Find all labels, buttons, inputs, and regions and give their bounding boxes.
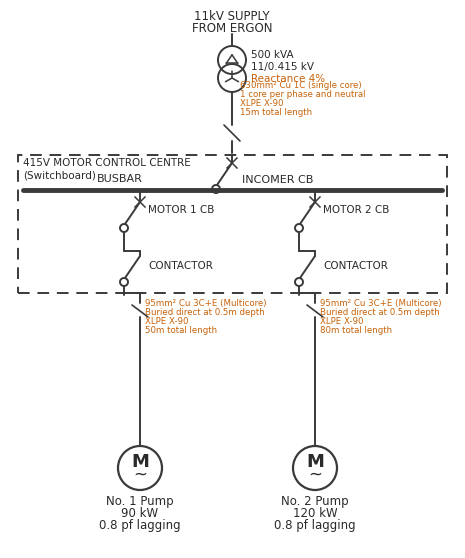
Text: XLPE X-90: XLPE X-90 <box>240 99 284 108</box>
Text: Reactance 4%: Reactance 4% <box>251 74 325 84</box>
Text: BUSBAR: BUSBAR <box>97 174 143 184</box>
Text: 95mm² Cu 3C+E (Multicore): 95mm² Cu 3C+E (Multicore) <box>145 299 266 308</box>
Text: 11kV SUPPLY: 11kV SUPPLY <box>194 10 270 23</box>
Text: Buried direct at 0.5m depth: Buried direct at 0.5m depth <box>145 308 265 317</box>
Text: 0.8 pf lagging: 0.8 pf lagging <box>274 519 356 532</box>
Text: MOTOR 2 CB: MOTOR 2 CB <box>323 205 389 215</box>
Text: XLPE X-90: XLPE X-90 <box>145 317 188 326</box>
Text: 50m total length: 50m total length <box>145 326 217 335</box>
Text: No. 2 Pump: No. 2 Pump <box>281 495 349 508</box>
Text: 11/0.415 kV: 11/0.415 kV <box>251 62 314 72</box>
Text: 0.8 pf lagging: 0.8 pf lagging <box>99 519 181 532</box>
Text: 90 kW: 90 kW <box>121 507 159 520</box>
Text: XLPE X-90: XLPE X-90 <box>320 317 364 326</box>
Text: ~: ~ <box>133 466 147 484</box>
Text: MOTOR 1 CB: MOTOR 1 CB <box>148 205 214 215</box>
Text: M: M <box>306 453 324 471</box>
Text: 630mm² Cu 1C (single core): 630mm² Cu 1C (single core) <box>240 81 362 90</box>
Text: FROM ERGON: FROM ERGON <box>192 22 272 35</box>
Text: 500 kVA: 500 kVA <box>251 50 293 60</box>
Text: 120 kW: 120 kW <box>292 507 337 520</box>
Text: 80m total length: 80m total length <box>320 326 392 335</box>
Text: ~: ~ <box>308 466 322 484</box>
Text: Buried direct at 0.5m depth: Buried direct at 0.5m depth <box>320 308 440 317</box>
Text: M: M <box>131 453 149 471</box>
Text: (Switchboard): (Switchboard) <box>23 170 96 180</box>
Text: 415V MOTOR CONTROL CENTRE: 415V MOTOR CONTROL CENTRE <box>23 158 191 168</box>
Text: INCOMER CB: INCOMER CB <box>242 175 313 185</box>
Text: 1 core per phase and neutral: 1 core per phase and neutral <box>240 90 365 99</box>
Text: CONTACTOR: CONTACTOR <box>323 261 388 271</box>
Text: CONTACTOR: CONTACTOR <box>148 261 213 271</box>
Text: 95mm² Cu 3C+E (Multicore): 95mm² Cu 3C+E (Multicore) <box>320 299 441 308</box>
Text: 15m total length: 15m total length <box>240 108 312 117</box>
Text: No. 1 Pump: No. 1 Pump <box>106 495 174 508</box>
